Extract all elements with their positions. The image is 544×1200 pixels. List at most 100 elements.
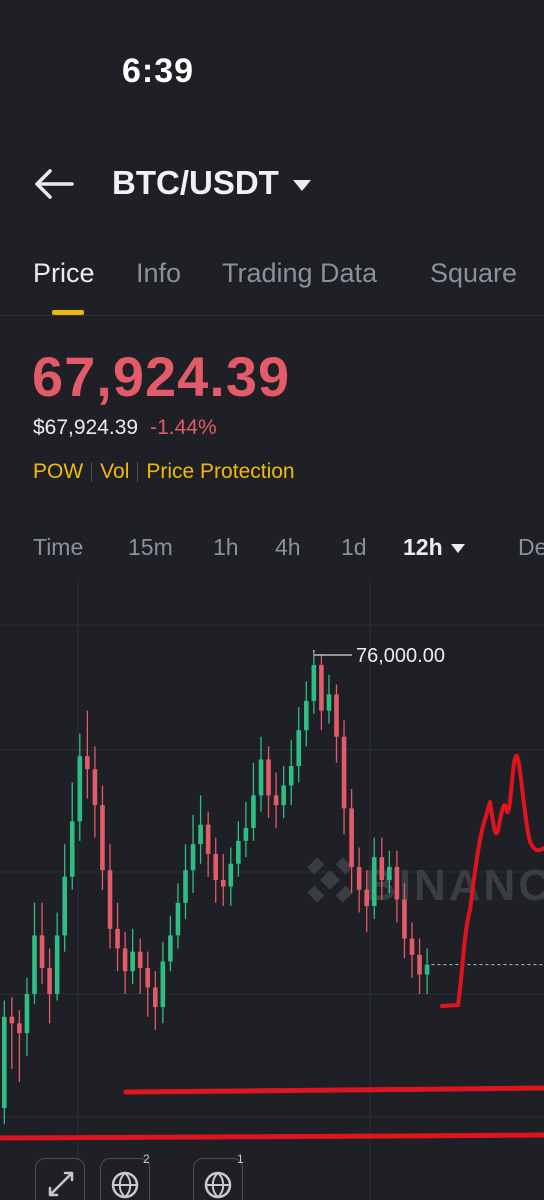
interval-time[interactable]: Time — [33, 534, 84, 560]
candle — [273, 795, 279, 806]
candle — [168, 935, 173, 962]
fullscreen-button[interactable] — [35, 1158, 85, 1200]
candle — [402, 899, 407, 939]
candle — [326, 694, 332, 711]
candle — [122, 948, 128, 972]
tab-info[interactable]: Info — [136, 258, 182, 288]
globe-chart-icon — [204, 1171, 232, 1199]
candle — [145, 967, 151, 988]
indicator-button-2[interactable] — [193, 1158, 243, 1200]
expand-icon — [48, 1171, 74, 1197]
high-price-label: 76,000.00 — [356, 645, 445, 667]
candle — [379, 857, 385, 880]
candle — [115, 928, 120, 949]
last-price: 67,924.39 — [32, 345, 291, 408]
candle — [32, 935, 37, 994]
interval-12h[interactable]: 12h — [403, 534, 465, 561]
candle — [409, 938, 415, 955]
candle — [424, 964, 430, 975]
price-chart[interactable]: BINANCE 76,000.00 — [0, 580, 544, 1200]
candle — [9, 1016, 15, 1024]
tab-trading-data[interactable]: Trading Data — [222, 258, 378, 288]
candle — [130, 951, 135, 972]
candle — [183, 870, 188, 903]
candle — [69, 821, 75, 877]
candle — [17, 1023, 22, 1034]
candle — [341, 736, 347, 809]
chart-grid — [0, 580, 544, 1200]
candle — [213, 853, 218, 880]
candle — [311, 665, 317, 701]
header: BTC/USDT — [0, 160, 544, 210]
candle — [288, 766, 294, 786]
candle — [137, 951, 143, 968]
high-marker-line — [313, 650, 352, 656]
support-line-lower — [0, 1132, 544, 1141]
candle — [387, 866, 392, 880]
interval-1h[interactable]: 1h — [213, 534, 239, 560]
tag-list: POW Vol Price Protection — [33, 460, 295, 484]
indicator-count-badge: 2 — [143, 1152, 150, 1166]
tag-divider — [91, 462, 93, 482]
candle — [54, 935, 60, 994]
binance-logo-icon — [307, 857, 353, 903]
candle — [281, 785, 286, 806]
candle — [417, 954, 422, 975]
candle — [47, 967, 52, 994]
candle — [24, 994, 30, 1034]
interval-1d[interactable]: 1d — [341, 534, 367, 560]
candle — [2, 1016, 7, 1108]
tab-square[interactable]: Square — [430, 258, 518, 288]
back-arrow-icon[interactable] — [32, 166, 76, 202]
watermark: BINANCE — [307, 857, 544, 910]
candle — [334, 694, 339, 737]
interval-more[interactable]: De — [518, 534, 544, 560]
candle — [371, 857, 377, 907]
candle — [319, 665, 324, 711]
usd-price: $67,924.39 — [33, 416, 139, 439]
candle — [243, 827, 249, 841]
candle — [228, 863, 234, 887]
price-change: -1.44% — [150, 416, 217, 439]
projected-price-path — [440, 753, 544, 1008]
tag-vol[interactable]: Vol — [100, 460, 130, 483]
candles — [2, 652, 430, 1125]
candle — [100, 805, 105, 871]
pair-selector[interactable]: BTC/USDT — [112, 164, 311, 202]
indicator-button-1[interactable] — [100, 1158, 150, 1200]
candle — [62, 876, 67, 936]
tab-bar: Price Info Trading Data Square — [0, 256, 544, 316]
interval-15m[interactable]: 15m — [128, 534, 173, 560]
interval-12h-label: 12h — [403, 534, 443, 560]
candle — [364, 889, 369, 907]
candle — [266, 759, 271, 796]
candle — [160, 961, 166, 1008]
candle — [198, 824, 203, 845]
candle — [304, 700, 309, 731]
candle — [92, 769, 98, 806]
candle — [349, 808, 354, 867]
candle — [356, 866, 362, 890]
candle — [39, 935, 45, 968]
support-line-upper — [123, 1085, 544, 1095]
tab-price[interactable]: Price — [33, 258, 95, 288]
globe-chart-icon — [111, 1171, 139, 1199]
interval-4h[interactable]: 4h — [275, 534, 301, 560]
candlestick-chart: BINANCE 76,000.00 — [0, 580, 544, 1200]
tag-divider — [137, 462, 139, 482]
candle — [220, 880, 226, 887]
candle — [85, 756, 90, 770]
tag-price-protection[interactable]: Price Protection — [146, 460, 295, 483]
candle — [258, 759, 264, 796]
candle — [175, 902, 181, 936]
interval-bar: Time 15m 1h 4h 1d 12h De — [0, 532, 544, 566]
chart-annotations: 76,000.00 — [0, 645, 544, 1141]
status-time: 6:39 — [122, 52, 195, 90]
chevron-down-icon — [450, 544, 465, 554]
candle — [205, 824, 211, 854]
tag-pow[interactable]: POW — [33, 460, 84, 483]
candle — [394, 866, 400, 900]
candle — [236, 840, 241, 864]
active-tab-indicator — [52, 310, 84, 315]
chevron-down-icon — [292, 179, 311, 191]
